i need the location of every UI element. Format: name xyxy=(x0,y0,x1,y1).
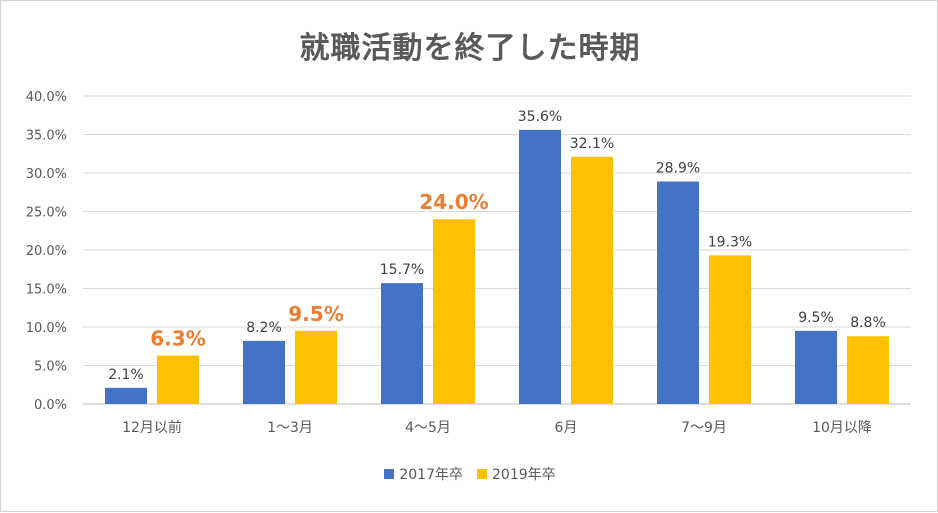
data-label: 9.5% xyxy=(798,310,834,326)
bar-2017-1 xyxy=(243,340,285,404)
gridlines xyxy=(83,95,911,405)
y-tick-label: 35.0% xyxy=(26,129,67,144)
data-label: 6.3% xyxy=(150,326,205,350)
data-label: 9.5% xyxy=(288,302,343,326)
legend-swatch-2017 xyxy=(384,469,395,479)
x-category-label: 7～9月 xyxy=(681,420,727,436)
bars xyxy=(105,129,889,404)
legend-label-2019: 2019年卒 xyxy=(492,467,556,483)
x-category-label: 4～5月 xyxy=(405,420,451,436)
legend-item-2019: 2019年卒 xyxy=(477,464,556,484)
data-label: 8.2% xyxy=(246,320,282,336)
data-label: 19.3% xyxy=(708,234,752,250)
y-tick-label: 40.0% xyxy=(26,90,67,105)
bar-2019-4 xyxy=(709,255,751,404)
bar-2017-5 xyxy=(795,330,837,404)
x-axis-categories: 12月以前 1～3月 4～5月 6月 7～9月 10月以降 xyxy=(122,419,872,436)
data-label: 28.9% xyxy=(656,160,700,176)
y-tick-label: 5.0% xyxy=(34,360,67,375)
y-tick-label: 30.0% xyxy=(26,167,67,182)
data-label: 8.8% xyxy=(850,315,886,331)
x-category-label: 6月 xyxy=(555,420,578,436)
bar-2019-3 xyxy=(571,156,613,404)
data-labels: 2.1% 6.3% 8.2% 9.5% 15.7% 24.0% 35.6% 32.1% 28.9… xyxy=(108,109,886,383)
bar-2019-2 xyxy=(433,219,475,404)
bar-2017-4 xyxy=(657,181,699,404)
data-label: 35.6% xyxy=(518,109,562,125)
bar-2019-1 xyxy=(295,330,337,404)
y-tick-label: 10.0% xyxy=(26,321,67,336)
chart-title: 就職活動を終了した時期 xyxy=(299,31,641,66)
legend-label-2017: 2017年卒 xyxy=(399,467,463,483)
data-label: 15.7% xyxy=(380,262,424,278)
y-tick-label: 15.0% xyxy=(26,283,67,298)
bar-2017-3 xyxy=(519,129,561,404)
data-label: 32.1% xyxy=(570,136,614,152)
data-label: 2.1% xyxy=(108,367,144,383)
legend-swatch-2019 xyxy=(477,469,487,479)
x-category-label: 12月以前 xyxy=(122,419,182,436)
bar-2019-0 xyxy=(157,355,199,404)
x-category-label: 1～3月 xyxy=(267,420,313,436)
bar-2017-0 xyxy=(105,387,147,404)
legend-item-2017: 2017年卒 xyxy=(384,464,463,484)
legend: 2017年卒 2019年卒 xyxy=(1,464,938,484)
bar-2019-5 xyxy=(847,336,889,404)
y-tick-label: 0.0% xyxy=(34,398,67,413)
y-tick-label: 25.0% xyxy=(26,206,67,221)
bar-2017-2 xyxy=(381,283,423,404)
data-label: 24.0% xyxy=(419,190,488,214)
x-category-label: 10月以降 xyxy=(812,420,872,436)
y-tick-label: 20.0% xyxy=(26,244,67,259)
y-axis-ticks: 0.0% 5.0% 10.0% 15.0% 20.0% 25.0% 30.0% 35.0% 40… xyxy=(26,90,67,413)
